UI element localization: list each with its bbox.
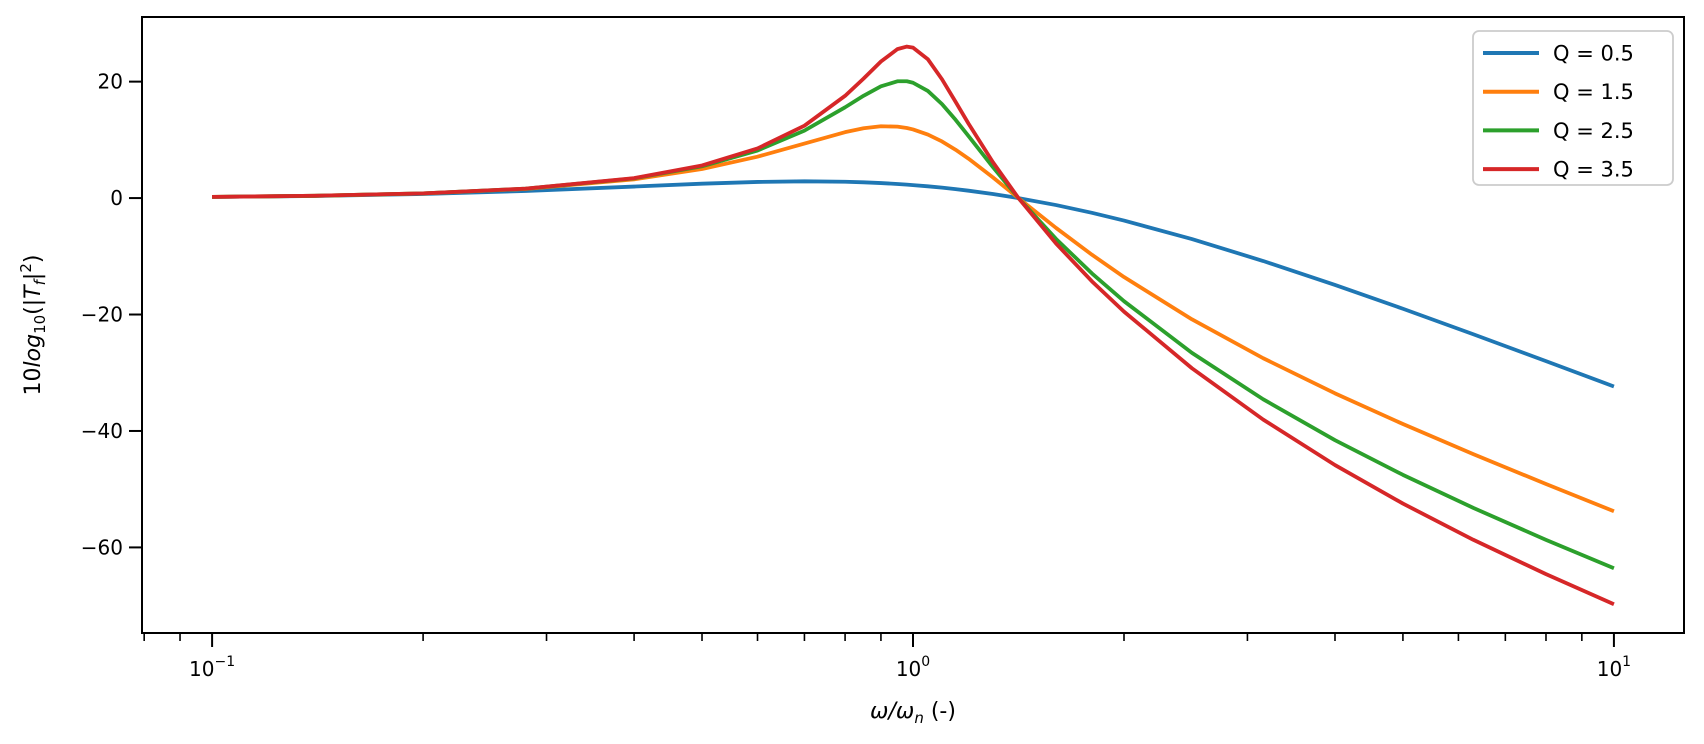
curve-q=1.5 bbox=[212, 124, 1615, 514]
y-tick-label: −40 bbox=[81, 419, 123, 443]
legend-label-0.5: Q = 0.5 bbox=[1553, 42, 1634, 66]
x-axis-label: ω/ωn​ (-) bbox=[870, 699, 956, 727]
x-tick-label: 100 bbox=[896, 654, 930, 681]
y-axis-label: 10log10​(|Tf​|2​) bbox=[17, 255, 49, 396]
curve-q=2.5 bbox=[212, 79, 1615, 571]
legend-label-2.5: Q = 2.5 bbox=[1553, 119, 1634, 143]
x-tick-label: 10−1 bbox=[189, 654, 235, 681]
y-tick-label: −20 bbox=[81, 303, 123, 327]
y-tick-label: 0 bbox=[110, 186, 123, 210]
x-tick-label: 101 bbox=[1597, 654, 1631, 681]
y-tick-label: −60 bbox=[81, 535, 123, 559]
curve-q=0.5 bbox=[212, 179, 1615, 389]
y-tick-label: 20 bbox=[98, 70, 123, 94]
legend-label-3.5: Q = 3.5 bbox=[1553, 158, 1634, 182]
legend-label-1.5: Q = 1.5 bbox=[1553, 80, 1634, 104]
curve-q=3.5 bbox=[212, 44, 1615, 606]
legend-box bbox=[1472, 30, 1674, 186]
